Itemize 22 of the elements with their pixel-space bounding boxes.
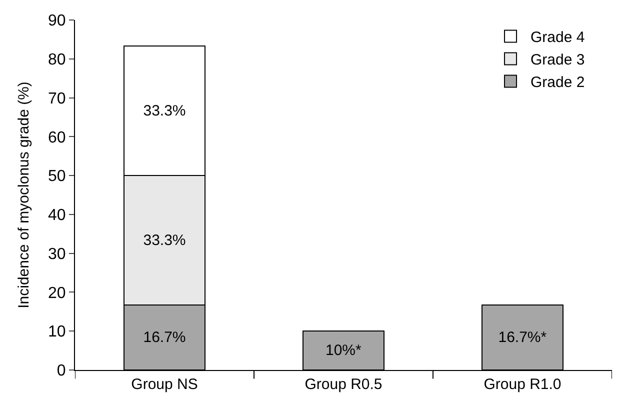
x-tick-label: Group NS [131, 376, 198, 393]
y-tick-label: 90 [48, 12, 66, 30]
y-tick-label: 10 [48, 324, 66, 341]
data-label: 33.3% [143, 232, 186, 249]
y-tick-label: 70 [48, 90, 66, 108]
y-tick-label: 20 [48, 284, 66, 302]
y-tick-label: 80 [48, 51, 66, 68]
x-tick-label: Group R0.5 [304, 376, 382, 393]
legend-label: Grade 3 [530, 52, 585, 69]
x-tick-label: Group R1.0 [484, 376, 562, 393]
data-label: 10%* [325, 342, 362, 360]
legend-label: Grade 4 [530, 29, 585, 46]
legend-label: Grade 2 [530, 74, 585, 92]
y-axis-title: Incidence of myoclonus grade (%) [15, 82, 32, 308]
y-tick-label: 30 [48, 246, 66, 263]
y-tick-label: 40 [48, 207, 66, 224]
data-label: 16.7% [143, 329, 186, 346]
y-tick-label: 0 [56, 362, 66, 380]
y-tick-label: 50 [48, 168, 66, 186]
data-label: 33.3% [143, 102, 186, 120]
y-tick-label: 60 [48, 129, 66, 146]
data-label: 16.7%* [498, 329, 547, 346]
